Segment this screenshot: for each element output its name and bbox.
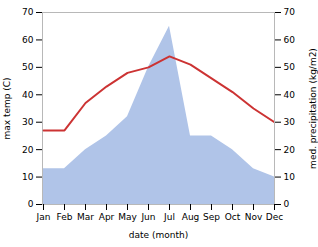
svg-text:Sep: Sep xyxy=(203,212,220,222)
svg-text:20: 20 xyxy=(284,145,296,155)
svg-text:Aug: Aug xyxy=(182,212,200,222)
svg-text:50: 50 xyxy=(284,62,296,72)
svg-text:30: 30 xyxy=(284,117,296,127)
svg-text:Jul: Jul xyxy=(163,212,175,222)
svg-text:40: 40 xyxy=(22,90,34,100)
svg-text:med. precipitation (kg/m2): med. precipitation (kg/m2) xyxy=(308,48,318,169)
svg-text:Jan: Jan xyxy=(36,212,51,222)
svg-text:10: 10 xyxy=(284,172,296,182)
svg-text:60: 60 xyxy=(284,35,296,45)
svg-text:20: 20 xyxy=(22,145,34,155)
svg-text:60: 60 xyxy=(22,35,34,45)
svg-text:70: 70 xyxy=(22,7,34,17)
svg-text:50: 50 xyxy=(22,62,34,72)
svg-text:0: 0 xyxy=(28,199,34,209)
svg-text:Mar: Mar xyxy=(77,212,94,222)
svg-text:40: 40 xyxy=(284,90,296,100)
svg-text:max temp (C): max temp (C) xyxy=(2,77,12,139)
svg-text:May: May xyxy=(118,212,137,222)
svg-text:Oct: Oct xyxy=(225,212,241,222)
svg-text:date (month): date (month) xyxy=(129,230,188,240)
svg-text:Feb: Feb xyxy=(57,212,73,222)
svg-text:Nov: Nov xyxy=(245,212,263,222)
svg-text:10: 10 xyxy=(22,172,34,182)
svg-text:70: 70 xyxy=(284,7,296,17)
svg-text:Apr: Apr xyxy=(99,212,115,222)
svg-text:Dec: Dec xyxy=(266,212,283,222)
svg-text:Jun: Jun xyxy=(140,212,155,222)
svg-text:0: 0 xyxy=(284,199,290,209)
svg-text:30: 30 xyxy=(22,117,34,127)
